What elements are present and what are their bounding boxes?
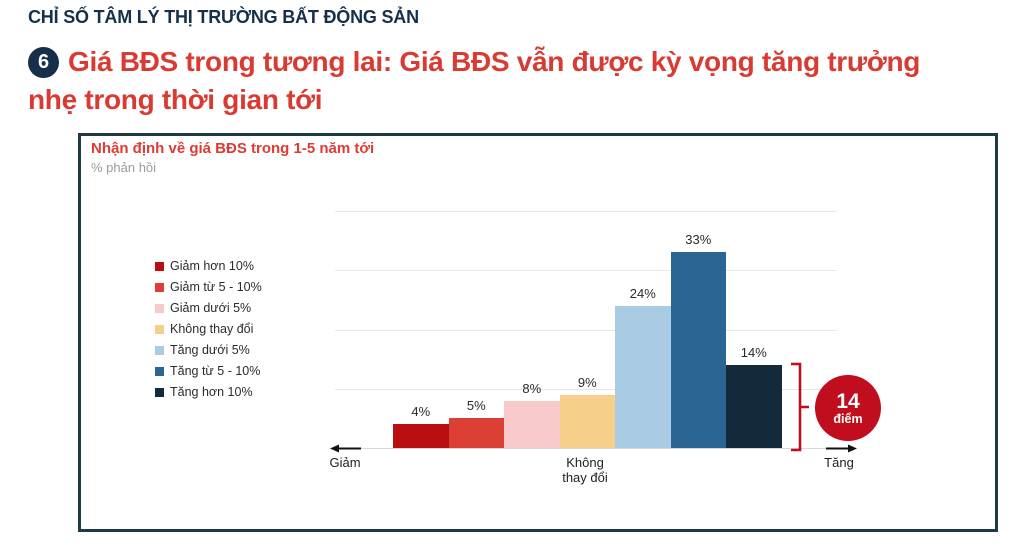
legend-item-3: Không thay đổi bbox=[155, 322, 262, 336]
score-unit: điểm bbox=[833, 411, 863, 426]
legend-label-2: Giảm dưới 5% bbox=[170, 301, 252, 315]
bar-value-6: 14% bbox=[740, 345, 767, 361]
right-arrow-icon bbox=[826, 444, 857, 453]
legend-swatch-icon bbox=[155, 261, 164, 271]
legend-item-1: Giảm từ 5 - 10% bbox=[155, 280, 262, 294]
page-title-line1: Giá BĐS trong tương lai: Giá BĐS vẫn đượ… bbox=[68, 46, 921, 77]
gridline-20 bbox=[335, 329, 837, 331]
legend-item-2: Giảm dưới 5% bbox=[155, 301, 262, 315]
legend-swatch-icon bbox=[155, 387, 164, 397]
legend-item-6: Tăng hơn 10% bbox=[155, 385, 262, 399]
chart-legend: Giảm hơn 10% Giảm từ 5 - 10% Giảm dưới 5% K… bbox=[155, 259, 262, 399]
legend-swatch-icon bbox=[155, 366, 164, 376]
bar-0 bbox=[393, 424, 449, 448]
legend-swatch-icon bbox=[155, 303, 164, 313]
bar-3 bbox=[559, 394, 615, 448]
legend-swatch-icon bbox=[155, 282, 164, 292]
score-callout: 14 điểm bbox=[815, 375, 881, 441]
bar-value-4: 24% bbox=[629, 285, 656, 301]
legend-label-4: Tăng dưới 5% bbox=[170, 343, 250, 357]
legend-label-6: Tăng hơn 10% bbox=[170, 385, 253, 399]
axis-label-decrease: Giảm bbox=[329, 455, 361, 470]
bar-value-5: 33% bbox=[685, 232, 712, 248]
gridline-30 bbox=[335, 270, 837, 272]
axis-label-nochange-line2: thay đổi bbox=[562, 470, 608, 485]
bar-6 bbox=[726, 365, 782, 448]
bar-value-0: 4% bbox=[411, 404, 431, 420]
bar-value-3: 9% bbox=[577, 374, 597, 390]
bar-4 bbox=[615, 305, 671, 448]
legend-label-1: Giảm từ 5 - 10% bbox=[170, 280, 262, 294]
legend-item-4: Tăng dưới 5% bbox=[155, 343, 262, 357]
bar-value-2: 8% bbox=[522, 380, 542, 396]
page-kicker: CHỈ SỐ TÂM LÝ THỊ TRƯỜNG BẤT ĐỘNG SẢN bbox=[28, 7, 419, 27]
legend-swatch-icon bbox=[155, 345, 164, 355]
bar-5 bbox=[670, 252, 726, 448]
gridline-10 bbox=[335, 388, 837, 390]
page-title-line2: nhẹ trong thời gian tới bbox=[28, 84, 323, 115]
bar-value-1: 5% bbox=[466, 398, 486, 414]
axis-label-increase: Tăng bbox=[824, 455, 854, 470]
x-axis-baseline bbox=[335, 448, 837, 449]
axis-label-nochange: Không thay đổi bbox=[535, 455, 635, 485]
bracket-icon bbox=[791, 362, 809, 452]
chart-title: Nhận định về giá BĐS trong 1-5 năm tới bbox=[91, 140, 375, 157]
bar-1 bbox=[448, 418, 504, 448]
legend-item-5: Tăng từ 5 - 10% bbox=[155, 364, 262, 378]
legend-item-0: Giảm hơn 10% bbox=[155, 259, 262, 273]
bar-2 bbox=[504, 400, 560, 448]
section-number-badge: 6 bbox=[28, 47, 59, 78]
axis-label-nochange-line1: Không bbox=[566, 455, 604, 470]
chart-panel: Nhận định về giá BĐS trong 1-5 năm tới %… bbox=[78, 133, 998, 532]
legend-label-3: Không thay đổi bbox=[170, 322, 254, 336]
gridline-40 bbox=[335, 211, 837, 212]
legend-label-5: Tăng từ 5 - 10% bbox=[170, 364, 261, 378]
left-arrow-icon bbox=[330, 444, 361, 453]
legend-label-0: Giảm hơn 10% bbox=[170, 259, 254, 273]
legend-swatch-icon bbox=[155, 324, 164, 334]
score-value: 14 bbox=[836, 389, 860, 413]
chart-unit-label: % phản hồi bbox=[91, 160, 157, 175]
